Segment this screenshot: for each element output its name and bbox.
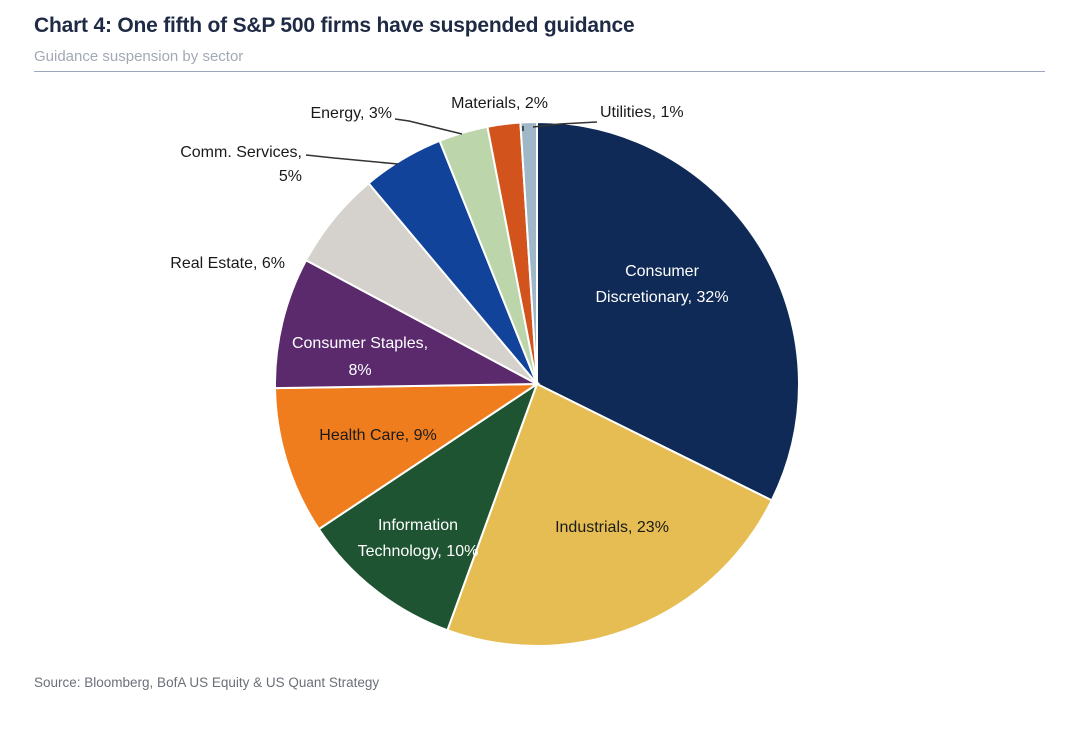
- pie-slice-utilities: [519, 120, 538, 385]
- chart-title: Chart 4: One fifth of S&P 500 firms have…: [34, 14, 635, 37]
- slice-label: Materials, 2%: [451, 95, 548, 112]
- leader-line: [305, 154, 399, 165]
- slice-label: Real Estate, 6%: [170, 255, 285, 272]
- leader-line: [394, 118, 463, 135]
- pie-slice-consumer-discretionary: [536, 120, 801, 502]
- pie-slice-health-care: [274, 382, 541, 531]
- slice-label: Energy, 3%: [310, 105, 392, 122]
- chart-source: Source: Bloomberg, BofA US Equity & US Q…: [34, 675, 380, 690]
- slice-label: Health Care, 9%: [319, 427, 436, 444]
- leader-line: [532, 121, 598, 128]
- pie-slice-consumer-staples: [274, 258, 541, 390]
- pie-slice-industrials: [446, 382, 774, 647]
- pie-slices: [274, 120, 801, 647]
- pie-slice-information-technology: [317, 381, 539, 632]
- chart-subtitle: Guidance suspension by sector: [34, 48, 244, 65]
- slice-label: Consumer Staples, 8%: [292, 335, 428, 379]
- slice-label: Utilities, 1%: [600, 104, 684, 121]
- slice-label: Industrials, 23%: [555, 519, 669, 536]
- slice-label: Consumer Discretionary, 32%: [595, 263, 728, 306]
- slice-label: Information Technology, 10%: [358, 517, 479, 560]
- slice-label: Comm. Services, 5%: [180, 144, 302, 185]
- title-divider: [34, 71, 1045, 72]
